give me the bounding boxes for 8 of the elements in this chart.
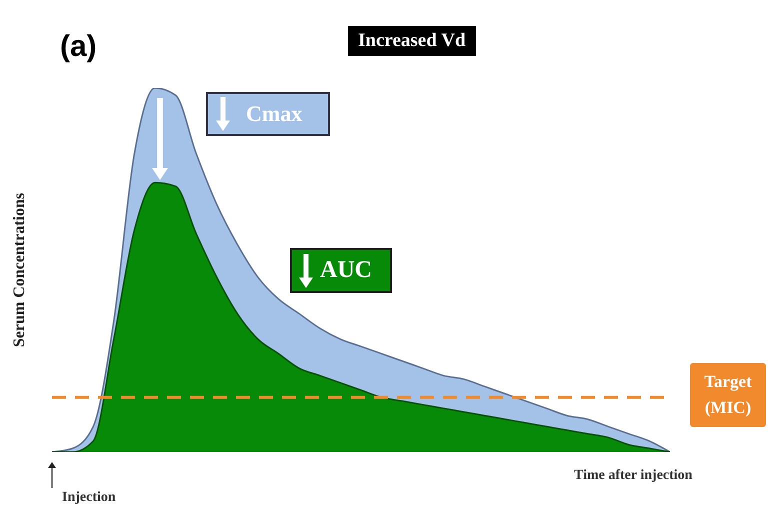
x-axis-title: Time after injection xyxy=(574,468,692,484)
text: Injection xyxy=(62,490,116,506)
text: (a) xyxy=(60,30,97,64)
ref-line-label: Target (MIC) xyxy=(690,363,766,428)
y-axis-title: Serum Concentrations xyxy=(11,192,29,348)
chart-title: Increased Vd xyxy=(348,26,476,56)
annotation: AUC xyxy=(290,248,392,293)
annotation: Cmax xyxy=(206,92,330,136)
